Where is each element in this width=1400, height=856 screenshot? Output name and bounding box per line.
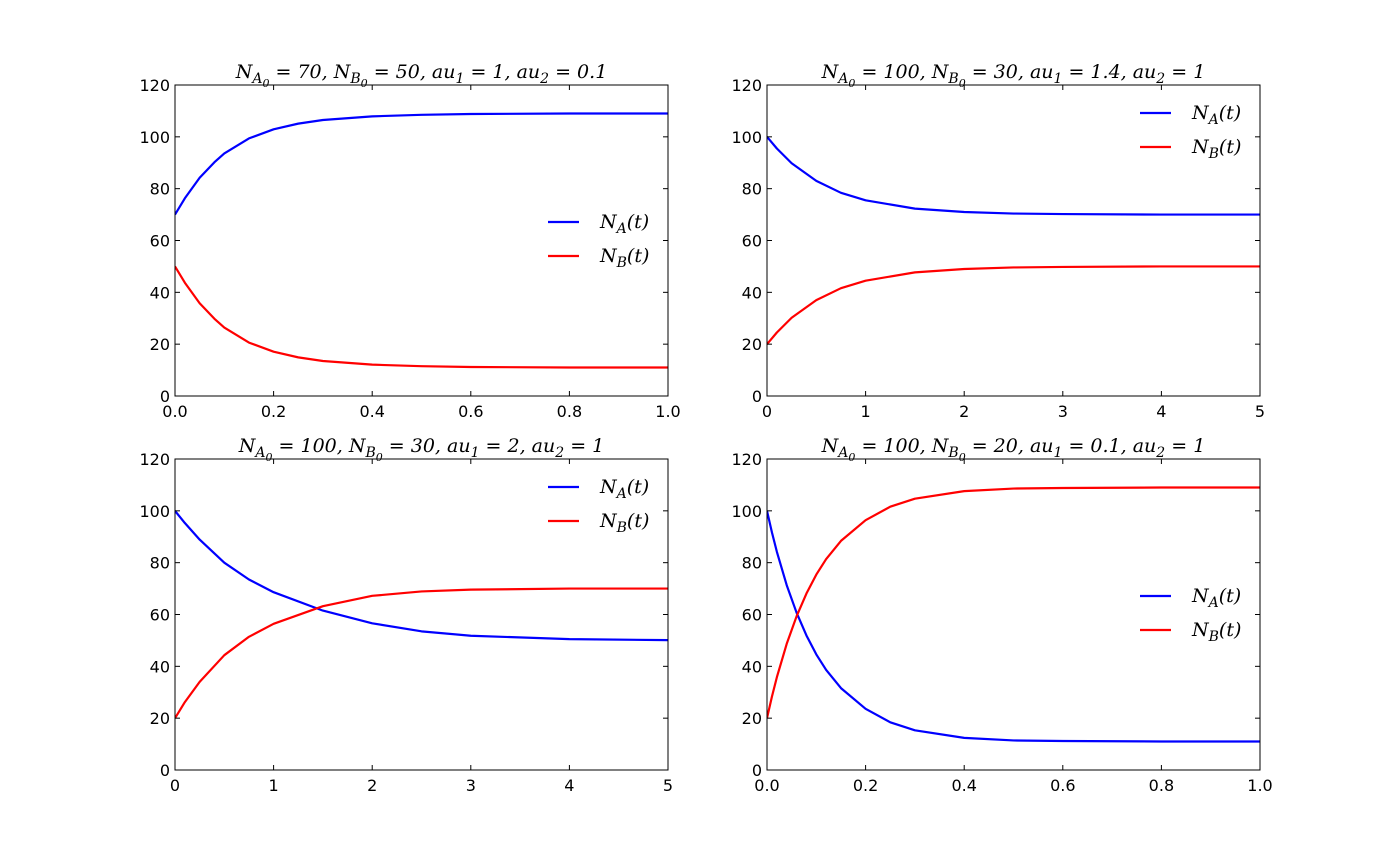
x-tick-label: 0.2 [853, 776, 878, 795]
legend-label-nb: NB(t) [1191, 619, 1241, 645]
series-line-nb [767, 265, 1260, 345]
x-tick-label: 3 [1058, 402, 1068, 421]
x-tick-label: 1.0 [655, 402, 680, 421]
x-tick-label: 2 [959, 402, 969, 421]
axes-frame [766, 458, 1261, 771]
x-tick-label: 0.8 [557, 402, 582, 421]
y-tick-label: 100 [731, 128, 762, 147]
x-tick-label: 5 [663, 776, 673, 795]
series-line-na [175, 112, 668, 216]
y-tick-label: 40 [742, 283, 762, 302]
legend-label-na: NA(t) [599, 476, 649, 502]
subplot-1: 0.0 0.2 0.4 0.6 0.8 1.0 0 20 40 60 80 100 120 NA0 = 7… [139, 61, 680, 421]
subplot-4: 0.0 0.2 0.4 0.6 0.8 1.0 0 20 40 60 80 100 120 NA0 = 1… [731, 435, 1272, 795]
legend-label-nb: NB(t) [1191, 136, 1241, 162]
y-tick-label: 80 [150, 554, 170, 573]
y-tick-label: 100 [139, 128, 170, 147]
legend: NA(t) NB(t) [1140, 102, 1241, 162]
y-tick-label: 20 [742, 709, 762, 728]
series-line-na [767, 136, 1260, 216]
legend: NA(t) NB(t) [548, 211, 649, 271]
y-tick-label: 40 [742, 657, 762, 676]
x-tick-label: 0 [170, 776, 180, 795]
y-tick-label: 60 [150, 606, 170, 625]
y-tick-label: 100 [139, 502, 170, 521]
y-tick-label: 120 [731, 76, 762, 95]
x-tick-label: 0.6 [458, 402, 483, 421]
y-tick-label: 60 [742, 606, 762, 625]
y-tick-label: 0 [752, 387, 762, 406]
axes-frame [766, 84, 1261, 397]
subplot-title: NA0 = 70, NB0 = 50, au1 = 1, au2 = 0.1 [235, 61, 608, 90]
axes-frame [174, 458, 669, 771]
x-tick-label: 0.6 [1050, 776, 1075, 795]
x-tick-label: 3 [466, 776, 476, 795]
legend-label-na: NA(t) [599, 211, 649, 237]
x-tick-label: 0.8 [1149, 776, 1174, 795]
x-tick-label: 0.4 [951, 776, 976, 795]
x-tick-label: 4 [564, 776, 574, 795]
x-tick-label: 0 [762, 402, 772, 421]
x-tick-label: 1.0 [1247, 776, 1272, 795]
y-tick-label: 80 [150, 180, 170, 199]
x-tick-label: 0.0 [162, 402, 187, 421]
x-tick-label: 2 [367, 776, 377, 795]
y-tick-label: 100 [731, 502, 762, 521]
subplot-2: 0 1 2 3 4 5 0 20 40 60 80 100 120 NA0 = 100, NB0 = 30… [731, 61, 1265, 421]
legend: NA(t) NB(t) [548, 476, 649, 536]
x-tick-label: 1 [861, 402, 871, 421]
legend-label-nb: NB(t) [599, 510, 649, 536]
x-tick-label: 1 [269, 776, 279, 795]
x-tick-label: 0.2 [261, 402, 286, 421]
legend: NA(t) NB(t) [1140, 585, 1241, 645]
subplot-title: NA0 = 100, NB0 = 20, au1 = 0.1, au2 = 1 [821, 435, 1206, 464]
y-tick-label: 120 [731, 450, 762, 469]
subplot-title: NA0 = 100, NB0 = 30, au1 = 2, au2 = 1 [238, 435, 605, 464]
series-line-na [175, 510, 668, 642]
y-tick-label: 80 [742, 554, 762, 573]
y-tick-label: 0 [160, 387, 170, 406]
series-line-na [767, 510, 1260, 743]
y-tick-label: 40 [150, 657, 170, 676]
legend-label-na: NA(t) [1191, 585, 1241, 611]
y-tick-label: 0 [752, 761, 762, 780]
x-tick-label: 0.0 [754, 776, 779, 795]
y-tick-label: 20 [150, 709, 170, 728]
y-tick-label: 80 [742, 180, 762, 199]
axes-frame [174, 84, 669, 397]
series-line-nb [767, 486, 1260, 719]
subplot-title: NA0 = 100, NB0 = 30, au1 = 1.4, au2 = 1 [821, 61, 1206, 90]
y-tick-label: 20 [150, 335, 170, 354]
x-tick-label: 0.4 [359, 402, 384, 421]
y-tick-label: 20 [742, 335, 762, 354]
legend-label-na: NA(t) [1191, 102, 1241, 128]
y-tick-label: 60 [742, 232, 762, 251]
x-tick-label: 4 [1156, 402, 1166, 421]
x-tick-label: 5 [1255, 402, 1265, 421]
y-tick-label: 0 [160, 761, 170, 780]
y-tick-label: 120 [139, 76, 170, 95]
series-line-nb [175, 265, 668, 369]
y-tick-label: 40 [150, 283, 170, 302]
y-tick-label: 120 [139, 450, 170, 469]
legend-label-nb: NB(t) [599, 245, 649, 271]
subplot-3: 0 1 2 3 4 5 0 20 40 60 80 100 120 NA0 = 100, NB0 = 30… [139, 435, 673, 795]
series-line-nb [175, 587, 668, 719]
y-tick-label: 60 [150, 232, 170, 251]
